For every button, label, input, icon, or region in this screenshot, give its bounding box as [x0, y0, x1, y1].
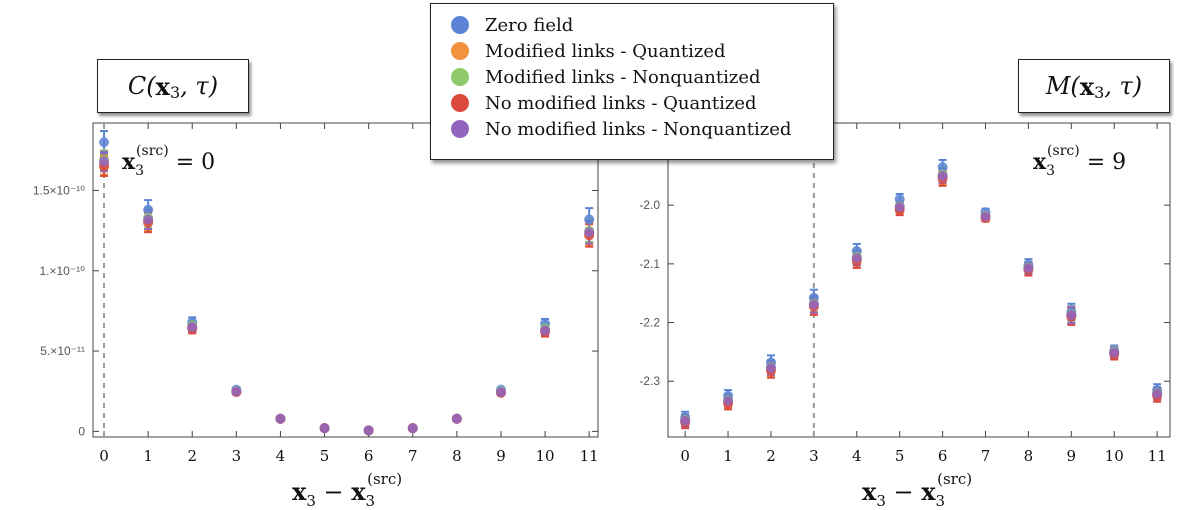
x-axis-label: x3 − x3(src) [292, 470, 402, 510]
data-point [584, 227, 595, 238]
y-tick-label: 5.×10⁻¹¹ [40, 344, 85, 358]
chart-legend: Zero field Modified links - Quantized Modi… [430, 3, 834, 160]
y-tick-label: 0 [78, 424, 85, 438]
x-tick-label: 3 [232, 447, 242, 465]
y-tick-label: 1.5×10⁻¹⁰ [33, 183, 85, 197]
legend-entry: No modified links - Quantized [451, 90, 833, 116]
x-tick-label: 0 [680, 447, 690, 465]
data-point [495, 387, 506, 398]
x-tick-label: 7 [408, 447, 418, 465]
data-point [363, 425, 374, 436]
x-tick-label: 4 [276, 447, 286, 465]
x-tick-label: 7 [981, 447, 991, 465]
x-tick-label: 5 [895, 447, 905, 465]
legend-marker [451, 42, 469, 60]
data-point [407, 423, 418, 434]
x-tick-label: 10 [1105, 447, 1124, 465]
legend-entry: Modified links - Nonquantized [451, 64, 833, 90]
data-point [231, 386, 242, 397]
data-point [1109, 347, 1120, 358]
legend-marker [451, 16, 469, 34]
legend-label: Modified links - Nonquantized [485, 66, 761, 88]
x-tick-label: 2 [187, 447, 197, 465]
x-tick-label: 11 [580, 447, 599, 465]
data-point [1066, 309, 1077, 320]
legend-entry: Modified links - Quantized [451, 38, 833, 64]
y-tick-label: -2.2 [639, 316, 660, 330]
data-point [808, 299, 819, 310]
data-point [143, 204, 154, 215]
data-point [851, 252, 862, 263]
magnetization-panel: 0 1 2 3 4 5 6 7 8 9 10 11 -2.0 -2.1 -2.2 -2.3 x3(src) = … [639, 122, 1171, 510]
x-tick-label: 1 [723, 447, 733, 465]
plot-frame [92, 122, 599, 438]
source-annotation: x3(src) = 0 [122, 143, 215, 179]
data-point [1152, 388, 1163, 399]
legend-label: Zero field [485, 14, 574, 36]
data-point [894, 201, 905, 212]
x-tick-label: 6 [938, 447, 948, 465]
x-tick-label: 10 [536, 447, 555, 465]
legend-label: No modified links - Nonquantized [485, 118, 792, 140]
legend-label: Modified links - Quantized [485, 40, 726, 62]
data-point [937, 170, 948, 181]
x-tick-label: 8 [1024, 447, 1034, 465]
x-tick-label: 4 [852, 447, 862, 465]
legend-entry: Zero field [451, 12, 833, 38]
left-chart-title: C(x 3, τ) [97, 59, 249, 113]
x-tick-label: 5 [320, 447, 330, 465]
data-point [937, 162, 948, 173]
x-axis-label: x3 − x3(src) [862, 470, 972, 510]
legend-marker [451, 68, 469, 86]
x-tick-label: 9 [496, 447, 506, 465]
right-chart-title: M(x 3, τ) [1018, 59, 1170, 113]
data-point [1023, 262, 1034, 273]
data-point [275, 413, 286, 424]
data-point [584, 214, 595, 225]
data-point [680, 415, 691, 426]
data-point [143, 214, 154, 225]
y-tick-label: -2.3 [639, 374, 660, 388]
data-point [319, 423, 330, 434]
x-tick-label: 1 [143, 447, 153, 465]
x-tick-label: 11 [1148, 447, 1167, 465]
legend-entry: No modified links - Nonquantized [451, 116, 833, 142]
data-point [99, 137, 110, 148]
legend-label: No modified links - Quantized [485, 92, 757, 114]
data-point [980, 211, 991, 222]
legend-marker [451, 120, 469, 138]
x-tick-label: 9 [1067, 447, 1077, 465]
y-tick-label: 1.×10⁻¹⁰ [39, 264, 85, 278]
y-tick-label: -2.0 [639, 198, 660, 212]
data-point [540, 325, 551, 336]
correlator-panel: 0 1 2 3 4 5 6 7 8 9 10 11 0 5.×10⁻¹¹ 1.×10⁻¹⁰ 1.5×10⁻¹⁰… [33, 122, 599, 510]
plot-frame [667, 122, 1171, 438]
data-point [99, 156, 110, 167]
source-annotation: x3(src) = 9 [1033, 143, 1126, 179]
x-tick-label: 2 [766, 447, 776, 465]
x-tick-label: 0 [99, 447, 109, 465]
legend-marker [451, 94, 469, 112]
x-tick-label: 6 [364, 447, 374, 465]
y-tick-label: -2.1 [639, 257, 660, 271]
data-point [894, 194, 905, 205]
data-point [451, 413, 462, 424]
data-point [187, 321, 198, 332]
x-tick-label: 8 [452, 447, 462, 465]
x-tick-label: 3 [809, 447, 819, 465]
data-point [723, 395, 734, 406]
data-point [765, 362, 776, 373]
